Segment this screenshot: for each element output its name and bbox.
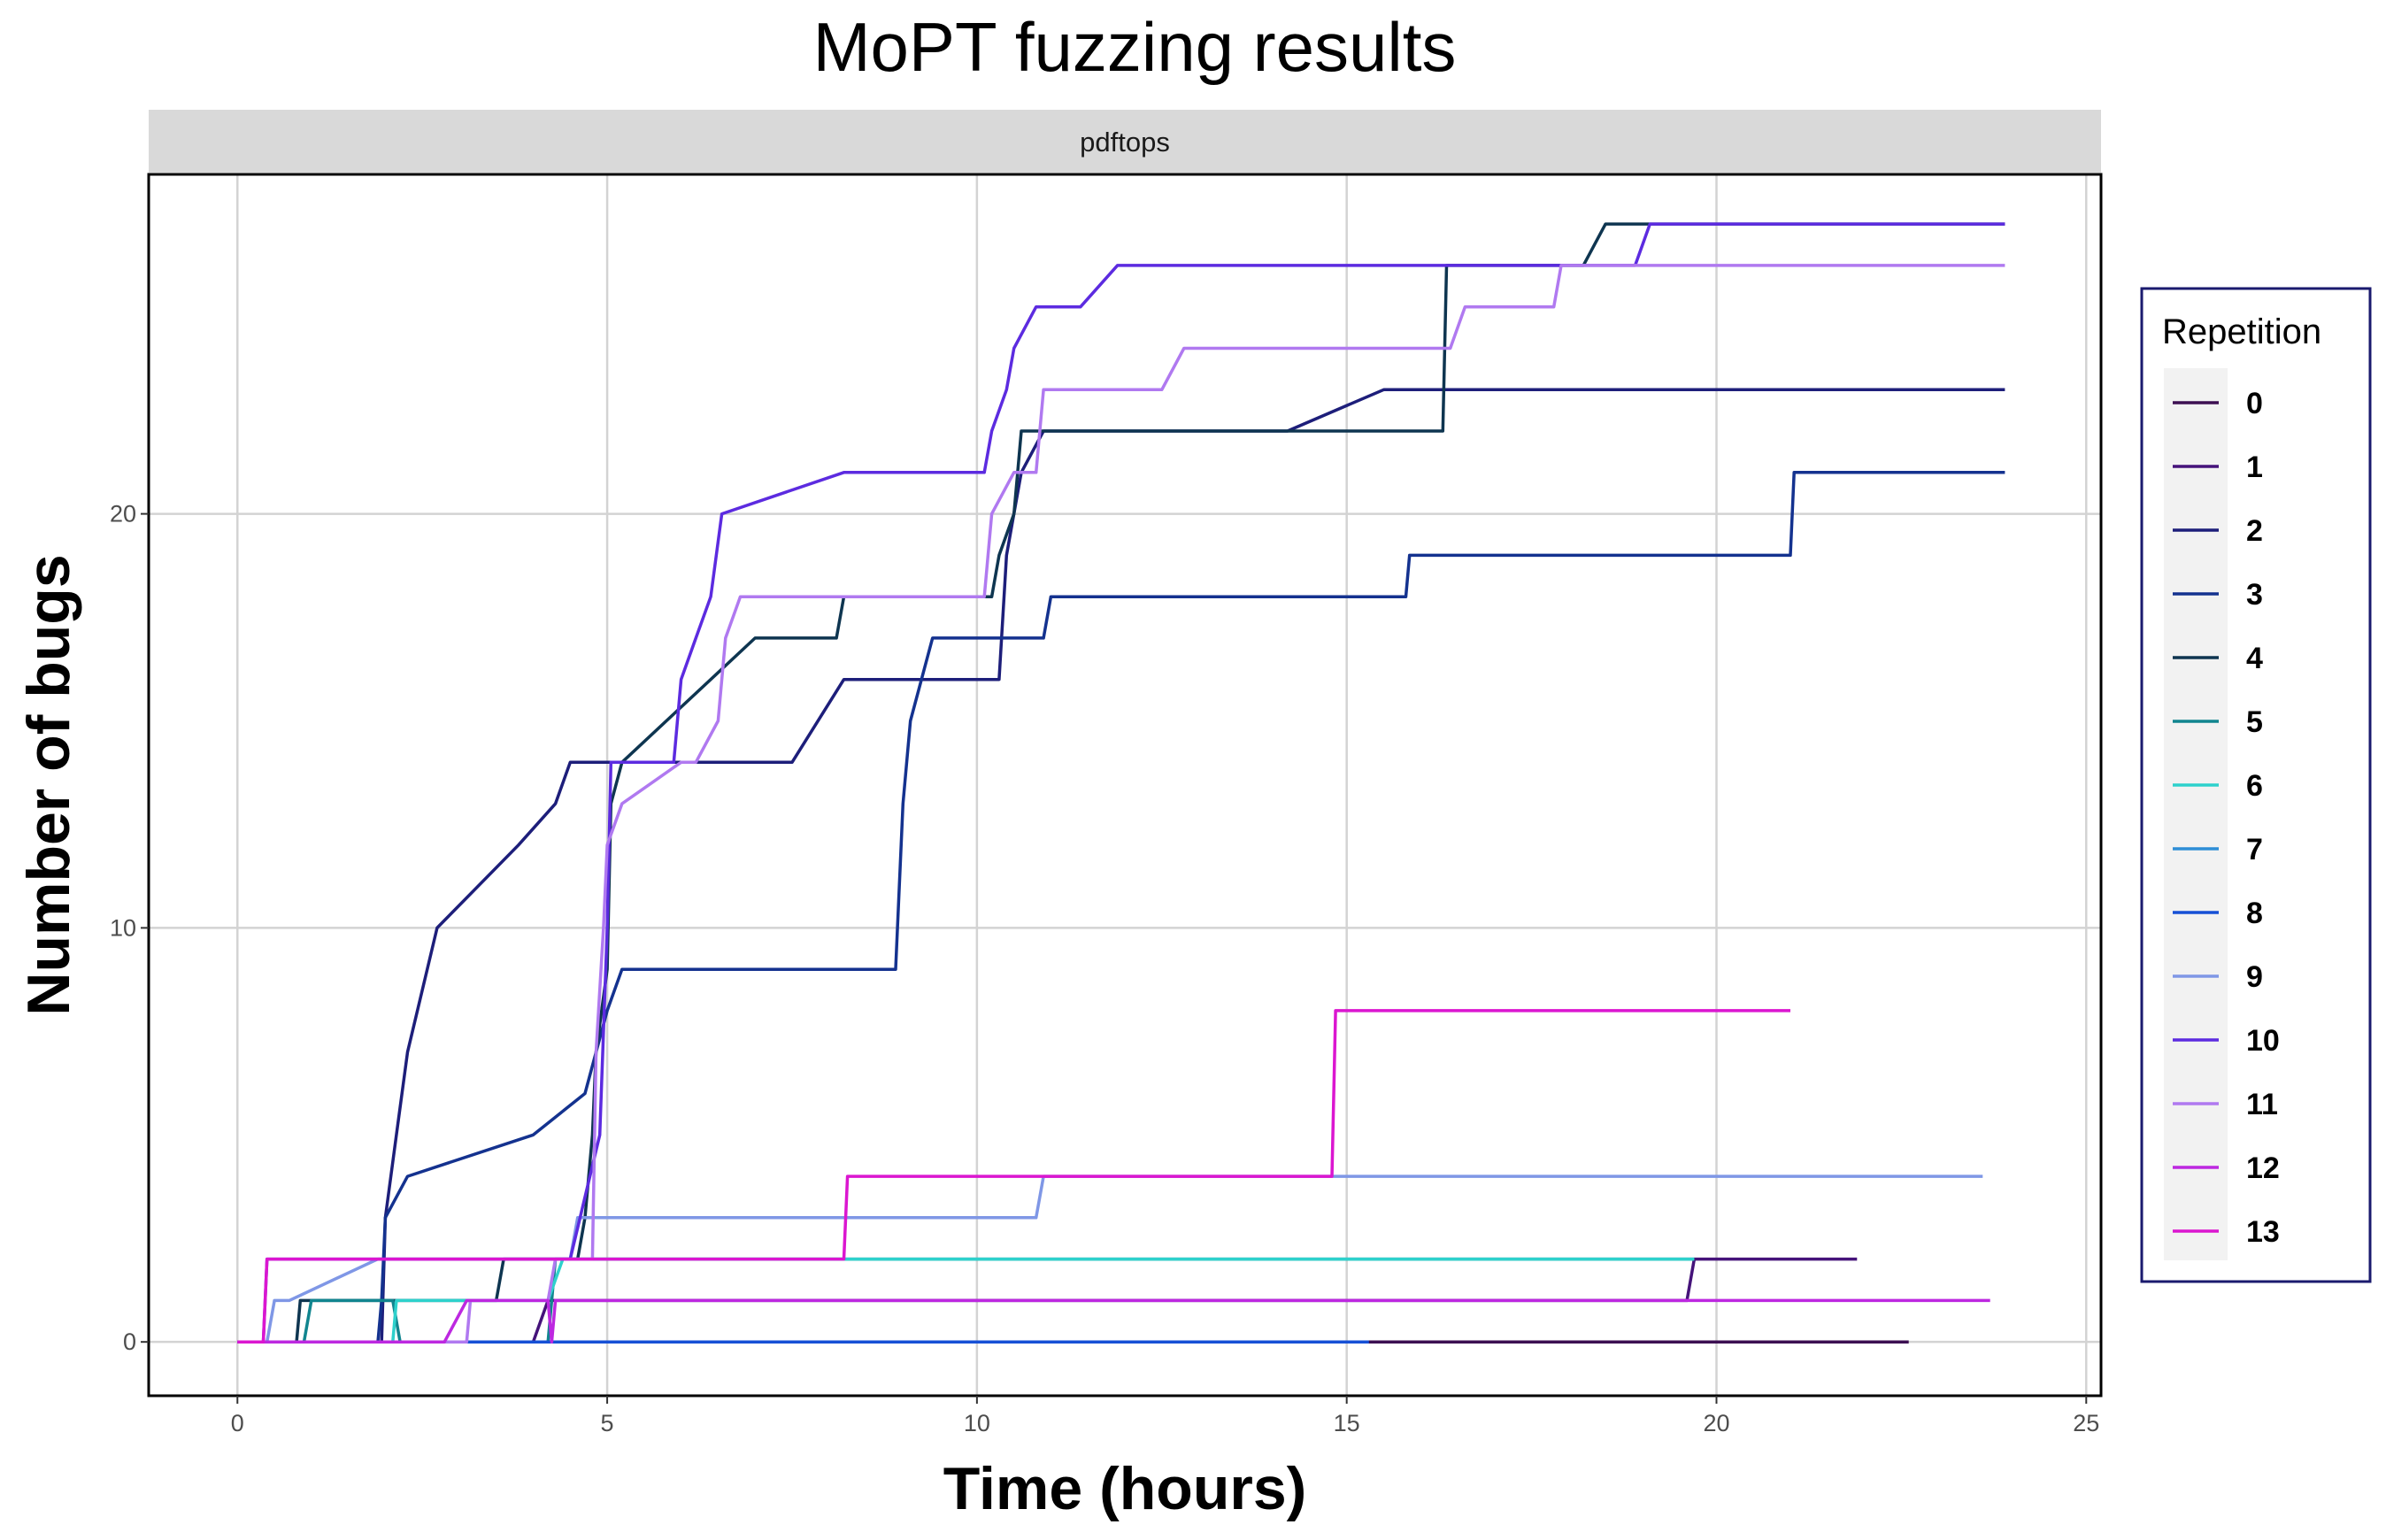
series-line-12 <box>237 1298 1990 1344</box>
legend-label-2: 2 <box>2246 514 2263 548</box>
x-axis-title: Time (hours) <box>943 1455 1307 1522</box>
legend-label-0: 0 <box>2246 387 2263 420</box>
series-line-3 <box>237 471 2005 1344</box>
y-tick-label-0: 0 <box>123 1328 136 1355</box>
y-tick-label-20: 20 <box>110 501 136 527</box>
legend-label-13: 13 <box>2246 1215 2280 1249</box>
series-line-10 <box>237 222 2005 1344</box>
legend-keys-background <box>2164 368 2228 1260</box>
facet-strip: pdftops <box>149 110 2101 173</box>
legend-label-1: 1 <box>2246 450 2263 484</box>
legend-label-4: 4 <box>2246 642 2263 675</box>
y-axis: 0 10 20 <box>110 501 149 1355</box>
legend-label-11: 11 <box>2246 1088 2278 1121</box>
x-tick-label-25: 25 <box>2073 1410 2099 1436</box>
legend-label-5: 5 <box>2246 705 2263 739</box>
plot-panel-background <box>149 174 2101 1396</box>
legend-label-9: 9 <box>2246 960 2263 994</box>
x-tick-label-15: 15 <box>1334 1410 1360 1436</box>
legend-label-3: 3 <box>2246 578 2263 612</box>
y-axis-title: Number of bugs <box>15 554 82 1015</box>
plot-panel-border <box>147 173 2103 1398</box>
facet-strip-label: pdftops <box>1080 127 1170 158</box>
series-line-13 <box>237 1009 1790 1344</box>
series-line-4 <box>237 222 2005 1344</box>
chart-title: MoPT fuzzing results <box>813 8 1457 86</box>
x-tick-label-10: 10 <box>964 1410 990 1436</box>
legend-label-6: 6 <box>2246 769 2263 803</box>
x-axis: 0 5 10 15 20 25 <box>231 1396 2099 1436</box>
x-tick-label-5: 5 <box>601 1410 614 1436</box>
series-lines <box>237 222 2005 1344</box>
plot-panel <box>147 173 2103 1398</box>
legend-label-12: 12 <box>2246 1151 2280 1185</box>
y-tick-label-10: 10 <box>110 914 136 941</box>
facet-strip-background <box>149 110 2101 173</box>
x-tick-label-0: 0 <box>231 1410 244 1436</box>
legend-label-7: 7 <box>2246 833 2263 866</box>
x-tick-label-20: 20 <box>1703 1410 1729 1436</box>
legend-label-8: 8 <box>2246 897 2263 930</box>
legend-label-10: 10 <box>2246 1024 2280 1058</box>
legend-title: Repetition <box>2162 312 2321 351</box>
